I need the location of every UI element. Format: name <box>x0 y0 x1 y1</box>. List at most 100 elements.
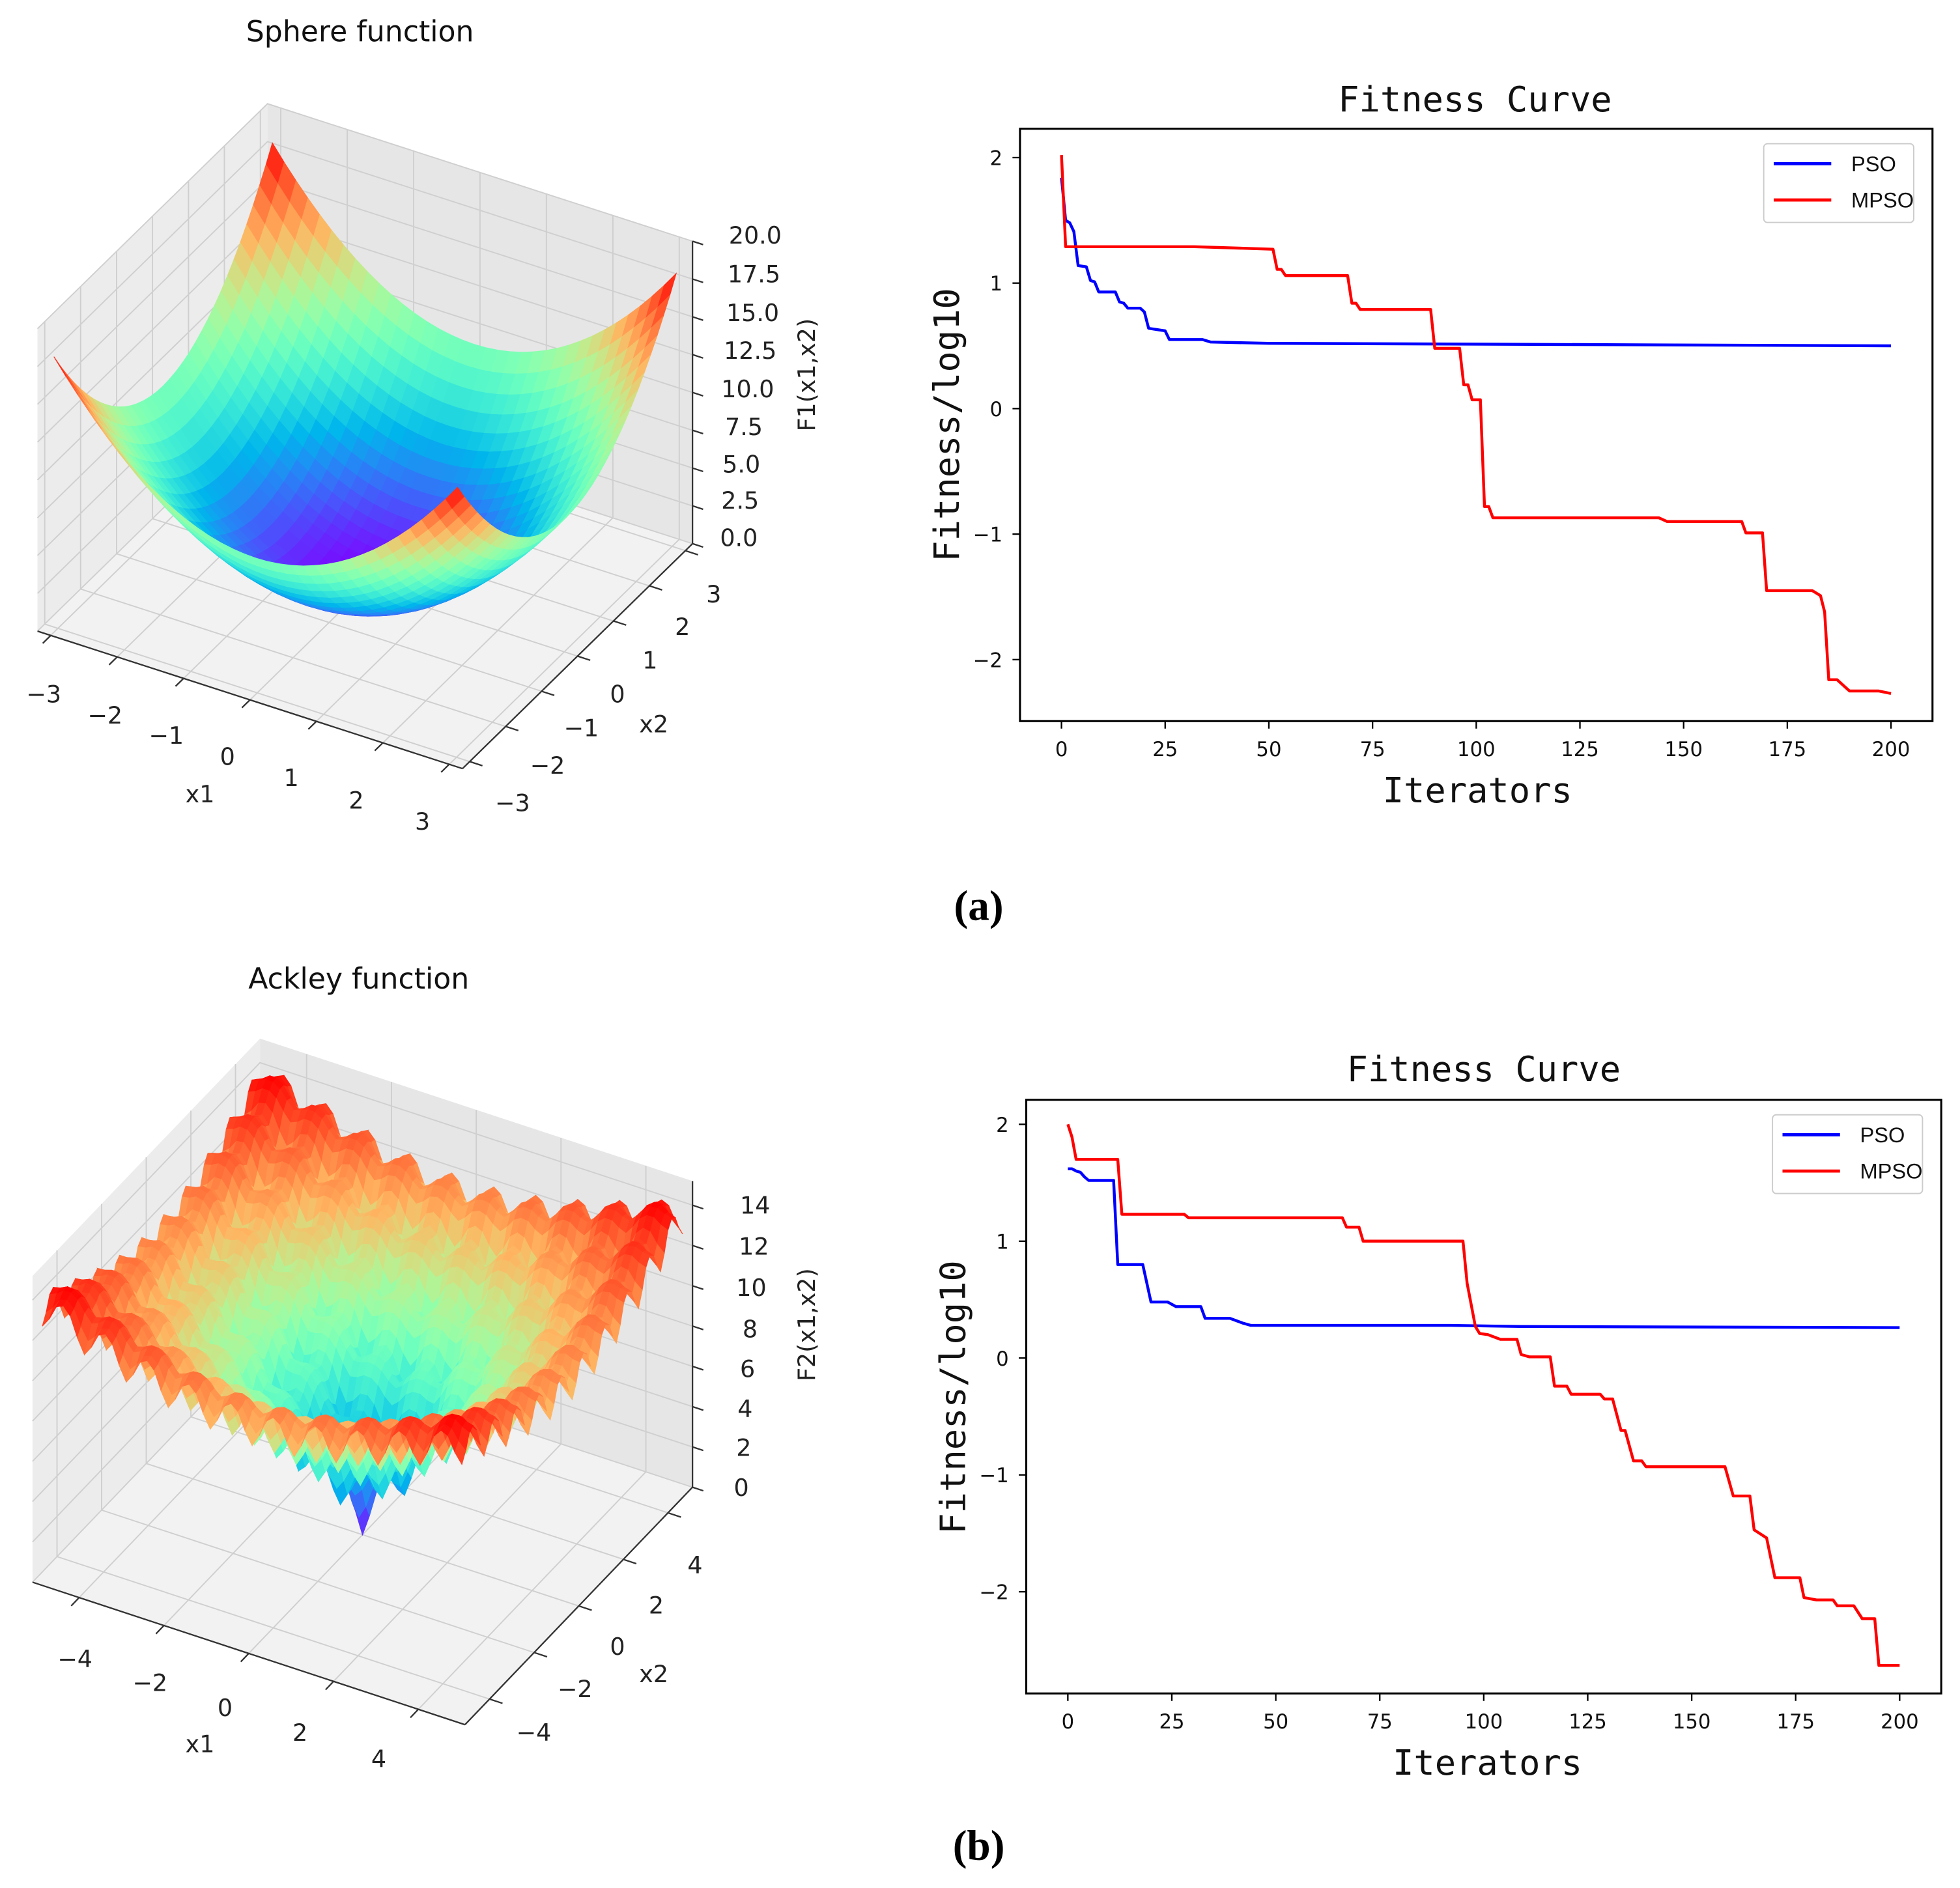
legend-label-pso: PSO <box>1860 1123 1905 1147</box>
x1-tick <box>155 1625 165 1635</box>
x2-tick <box>649 585 662 591</box>
x-tick-label: 150 <box>1664 739 1703 761</box>
x1-tick-label: 4 <box>371 1745 386 1773</box>
y-tick-label: 1 <box>996 1231 1009 1254</box>
z-tick-label: 8 <box>743 1315 758 1343</box>
y-tick-label: 0 <box>996 1348 1009 1371</box>
x2-tick <box>577 655 591 661</box>
sphere-title: Sphere function <box>246 15 474 48</box>
z-tick-label: 14 <box>740 1191 770 1219</box>
x2-tick <box>685 550 699 556</box>
z-tick <box>692 542 703 548</box>
z-tick <box>692 1325 704 1331</box>
ackley-surface-plot <box>32 1038 704 1726</box>
series-line-pso <box>1060 177 1892 348</box>
sphere-x1-label: x1 <box>186 780 215 808</box>
y-tick-label: −1 <box>973 524 1002 547</box>
x1-tick-label: 1 <box>284 764 299 792</box>
x-tick-label: 100 <box>1457 739 1496 761</box>
z-tick-label: 17.5 <box>728 261 780 289</box>
x2-tick <box>623 1558 637 1565</box>
z-tick <box>692 1365 704 1371</box>
x1-tick-label: 2 <box>292 1719 307 1747</box>
x-tick-label: 75 <box>1360 739 1385 761</box>
x-tick-label: 50 <box>1256 739 1281 761</box>
grid-line <box>32 1062 693 1301</box>
x2-tick-label: −3 <box>495 789 530 817</box>
plot-frame <box>1019 128 1934 722</box>
y-tick-label: −1 <box>979 1465 1008 1487</box>
surface-mesh <box>53 142 677 617</box>
z-tick-label: 2.5 <box>721 486 759 514</box>
z-tick-label: 0.0 <box>720 524 758 552</box>
x2-tick-label: −2 <box>558 1675 593 1703</box>
z-tick <box>692 1245 704 1250</box>
x-tick-label: 50 <box>1263 1711 1288 1734</box>
x1-tick-label: 0 <box>218 1694 233 1722</box>
z-tick-label: 5.0 <box>722 450 760 478</box>
x2-tick-label: −4 <box>517 1719 552 1747</box>
z-tick <box>692 467 703 473</box>
z-tick <box>692 505 703 511</box>
x1-tick-label: 3 <box>415 808 430 836</box>
sphere-z-tick-labels: 20.0 17.5 15.0 12.5 10.0 7.5 5.0 2.5 0.0 <box>720 221 782 552</box>
x-tick-label: 125 <box>1569 1711 1607 1734</box>
fitness-b-ylabel: Fitness/log10 <box>932 1260 973 1534</box>
x1-tick <box>374 742 384 752</box>
x1-tick <box>175 677 184 687</box>
x1-tick-label: −2 <box>87 701 122 729</box>
x2-tick-label: 3 <box>706 580 721 608</box>
ackley-x1-label: x1 <box>186 1730 215 1758</box>
x-tick-label: 150 <box>1673 1711 1711 1734</box>
x1-tick <box>70 1597 80 1607</box>
x-tick-label: 25 <box>1159 1711 1184 1734</box>
z-tick <box>692 1405 704 1411</box>
x-tick-label: 175 <box>1776 1711 1815 1734</box>
z-tick <box>692 1285 704 1290</box>
caption-a: (a) <box>954 882 1004 929</box>
x-tick-label: 100 <box>1465 1711 1503 1734</box>
z-tick-label: 0 <box>733 1474 748 1502</box>
z-tick-label: 2 <box>736 1434 751 1462</box>
grid-line <box>36 103 693 330</box>
sphere-x2-label: x2 <box>639 711 668 739</box>
series-line-mpso <box>1066 1123 1900 1667</box>
x1-tick <box>325 1680 334 1691</box>
ackley-title: Ackley function <box>248 963 469 996</box>
x1-tick-label: −1 <box>149 722 184 750</box>
x1-tick <box>240 1653 249 1663</box>
z-tick-label: 6 <box>740 1355 755 1383</box>
x2-tick-label: 1 <box>642 647 657 675</box>
x2-tick <box>541 690 555 696</box>
x1-tick-label: −4 <box>57 1645 92 1673</box>
x2-tick <box>469 761 483 767</box>
x2-tick-label: 0 <box>610 680 625 708</box>
y-tick-label: −2 <box>979 1582 1008 1605</box>
x1-tick <box>440 763 450 773</box>
legend-label-mpso: MPSO <box>1860 1159 1922 1183</box>
x1-tick <box>42 634 51 644</box>
z-tick-label: 10 <box>736 1274 766 1302</box>
fitness-a-title: Fitness Curve <box>1338 79 1612 120</box>
x1-tick <box>241 699 251 709</box>
x2-tick-label: −1 <box>563 714 599 742</box>
sphere-x1-tick-labels: −3 −2 −1 0 1 2 3 <box>26 680 430 836</box>
x-tick-label: 25 <box>1152 739 1178 761</box>
z-tick-label: 12 <box>739 1233 769 1261</box>
x-tick-label: 175 <box>1768 739 1807 761</box>
z-tick-label: 12.5 <box>724 337 776 365</box>
x2-tick <box>578 1605 592 1611</box>
x1-tick <box>307 720 317 730</box>
y-tick-label: 1 <box>990 273 1003 296</box>
x2-tick <box>489 1698 503 1704</box>
ackley-z-label: F2(x1,x2) <box>793 1268 821 1381</box>
surface-patch <box>445 486 465 509</box>
x2-tick-label: −2 <box>530 752 565 780</box>
x2-tick-label: 2 <box>649 1591 664 1619</box>
z-tick <box>692 1204 704 1210</box>
x1-tick-label: −2 <box>132 1669 167 1697</box>
x-tick-label: 200 <box>1872 739 1910 761</box>
x2-tick <box>533 1652 548 1658</box>
